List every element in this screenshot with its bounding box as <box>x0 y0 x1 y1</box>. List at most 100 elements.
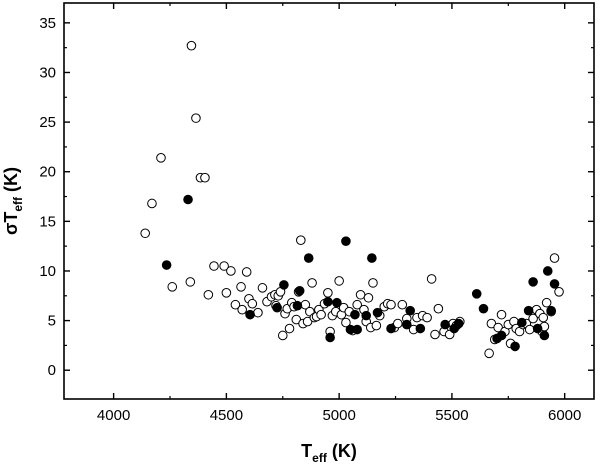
filled-point <box>292 300 303 311</box>
x-tick-label: 4500 <box>210 407 243 424</box>
filled-point <box>517 317 527 328</box>
open-point <box>334 276 344 286</box>
filled-point <box>405 305 415 316</box>
open-point <box>371 320 382 331</box>
x-tick-label: 5000 <box>322 407 355 424</box>
open-point <box>397 299 408 310</box>
open-point <box>422 312 432 323</box>
open-point <box>209 261 219 271</box>
y-axis-title-unit: (K) <box>1 167 21 197</box>
open-point <box>237 304 247 315</box>
filled-point <box>402 319 412 330</box>
filled-point <box>245 309 255 320</box>
x-axis-title-main: T <box>301 441 312 461</box>
open-point <box>307 278 317 288</box>
y-tick-label: 35 <box>39 15 56 32</box>
open-point <box>236 282 246 292</box>
filled-point <box>303 253 314 263</box>
y-tick-label: 10 <box>39 263 56 280</box>
filled-point <box>372 307 383 318</box>
y-tick-label: 20 <box>39 164 56 181</box>
y-tick-label: 5 <box>48 313 56 330</box>
open-point <box>219 261 229 271</box>
open-point <box>296 235 306 246</box>
x-tick-label: 6000 <box>548 407 581 424</box>
filled-point <box>532 323 543 334</box>
open-point <box>200 172 210 183</box>
filled-point <box>496 330 507 341</box>
y-tick-label: 25 <box>39 114 56 131</box>
open-point <box>549 253 560 263</box>
open-point <box>230 299 241 310</box>
open-point <box>191 113 201 123</box>
y-tick-label: 15 <box>39 213 56 230</box>
filled-point <box>325 332 335 343</box>
open-point <box>496 309 507 320</box>
open-point <box>368 278 378 288</box>
open-point <box>221 288 232 298</box>
filled-point <box>539 330 550 341</box>
open-point <box>323 288 333 298</box>
open-point <box>277 330 288 341</box>
y-tick-label: 0 <box>48 362 56 379</box>
filled-point <box>183 194 193 205</box>
filled-point <box>542 266 553 276</box>
open-point <box>257 283 268 293</box>
y-axis-title-prefix: σT <box>1 212 21 235</box>
y-axis-title: σTeff (K) <box>1 167 25 235</box>
open-point <box>226 266 236 276</box>
filled-point <box>352 324 362 335</box>
filled-point <box>323 296 333 307</box>
filled-point <box>279 280 289 290</box>
filled-point <box>415 323 426 334</box>
x-tick-label: 4000 <box>97 407 130 424</box>
open-point <box>167 282 178 292</box>
filled-point <box>361 310 372 321</box>
open-point <box>147 198 157 209</box>
open-point <box>484 348 494 359</box>
x-axis-ticks: 4000 4500 5000 5500 6000 <box>97 3 581 424</box>
filled-point <box>294 286 305 296</box>
y-axis-title-sub: eff <box>11 196 25 212</box>
filled-point <box>272 302 282 313</box>
filled-point <box>549 279 560 289</box>
open-point <box>430 329 440 340</box>
filled-point <box>523 305 534 316</box>
open-point <box>241 267 252 277</box>
filled-point <box>546 305 556 316</box>
filled-point <box>453 318 464 329</box>
data-points <box>140 40 564 359</box>
open-point <box>247 298 258 309</box>
x-axis-title: Teff (K) <box>301 441 357 465</box>
open-point <box>185 277 196 287</box>
open-point <box>426 274 437 284</box>
open-point <box>186 40 197 51</box>
open-point <box>355 289 366 300</box>
open-point <box>316 309 326 320</box>
filled-point <box>332 297 342 308</box>
x-axis-title-unit: (K) <box>327 441 357 461</box>
filled-point <box>341 236 351 246</box>
open-point <box>284 323 295 334</box>
filled-point <box>510 341 520 352</box>
x-axis-title-sub: eff <box>312 451 328 465</box>
filled-point <box>528 277 538 287</box>
open-point <box>386 299 396 310</box>
filled-point <box>386 323 396 334</box>
filled-point <box>478 303 489 314</box>
open-point <box>203 289 214 300</box>
y-tick-label: 30 <box>39 64 56 81</box>
open-point <box>541 297 552 308</box>
filled-point <box>350 309 360 320</box>
open-point <box>538 312 549 323</box>
open-point <box>554 287 564 297</box>
plot-frame <box>63 2 595 400</box>
open-point <box>352 299 362 310</box>
filled-point <box>440 319 450 330</box>
filled-point <box>161 260 172 270</box>
open-point <box>433 303 444 314</box>
open-point <box>156 153 166 163</box>
x-tick-label: 5500 <box>435 407 468 424</box>
open-point <box>524 324 535 335</box>
